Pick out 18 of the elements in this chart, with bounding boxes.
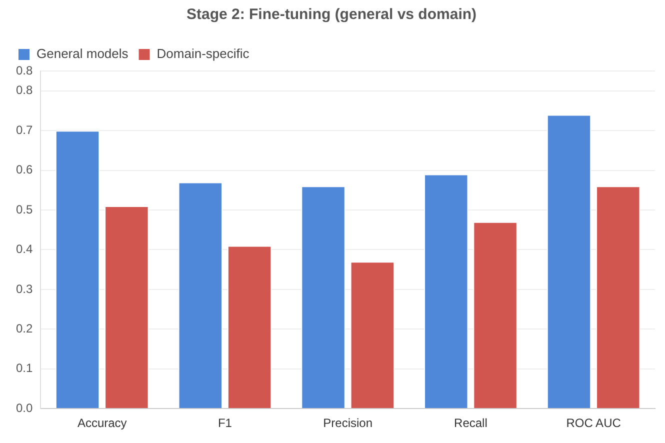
y-tick-label: 0.6 bbox=[16, 162, 33, 177]
y-tick-label: 0.3 bbox=[16, 282, 33, 296]
y-tick-label: 0.8 bbox=[16, 63, 33, 78]
x-tick-label: ROC AUC bbox=[566, 416, 622, 430]
legend-label: Domain-specific bbox=[156, 46, 250, 62]
y-tick-label: 0.8 bbox=[16, 83, 33, 98]
x-tick-label: Accuracy bbox=[77, 416, 127, 430]
x-tick-label: F1 bbox=[218, 416, 232, 430]
chart-title: Stage 2: Fine-tuning (general vs domain) bbox=[186, 6, 477, 24]
y-tick-label: 0.7 bbox=[16, 122, 33, 137]
y-tick-label: 0.2 bbox=[16, 321, 33, 336]
y-tick-label: 0.1 bbox=[16, 361, 33, 376]
y-tick-label: 0.4 bbox=[16, 242, 33, 256]
y-tick-label: 0.5 bbox=[16, 202, 33, 216]
x-tick-label: Recall bbox=[454, 416, 488, 430]
y-tick-label: 0.0 bbox=[16, 400, 33, 415]
x-tick-label: Precision bbox=[323, 416, 373, 430]
legend-label: General models bbox=[36, 46, 129, 62]
